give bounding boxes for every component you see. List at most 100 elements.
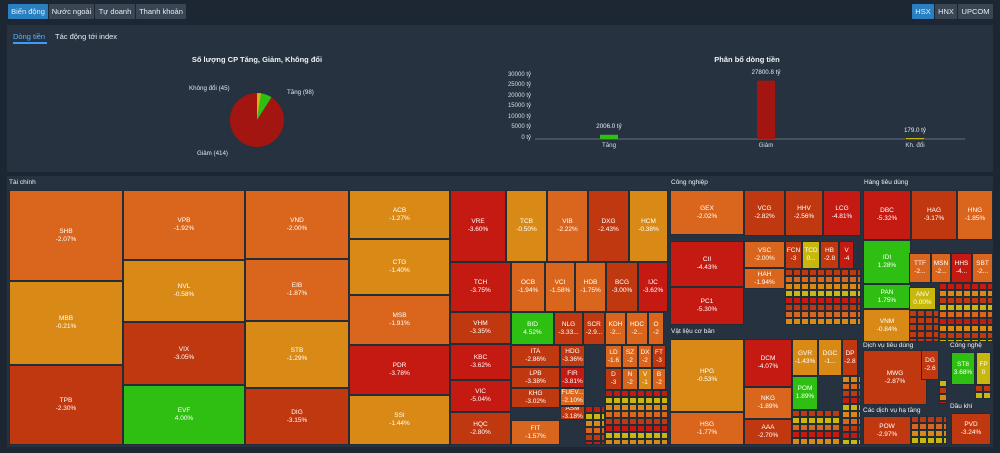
tile-small[interactable] — [832, 438, 840, 445]
tile-small[interactable] — [858, 432, 861, 439]
tile-small[interactable] — [939, 380, 947, 387]
tile-small[interactable] — [943, 416, 947, 423]
tile-small[interactable] — [833, 304, 841, 311]
tile-small[interactable] — [833, 290, 841, 297]
tile-small[interactable] — [919, 416, 927, 423]
tile-small[interactable] — [939, 339, 947, 342]
tile-small[interactable] — [809, 276, 817, 283]
tile-acb[interactable]: ACB -1.27% — [349, 190, 450, 239]
tile-small[interactable] — [808, 438, 816, 445]
tile-small[interactable] — [919, 423, 927, 430]
tile-small[interactable] — [971, 290, 979, 297]
tile-dp[interactable]: DP -2.8 — [842, 339, 858, 376]
tile-small[interactable] — [935, 437, 943, 444]
tile-small[interactable] — [987, 339, 993, 342]
tile-tcd[interactable]: TCD 0... — [802, 241, 820, 269]
tile-small[interactable] — [850, 425, 858, 432]
tile-tpb[interactable]: TPB -2.30% — [9, 365, 123, 445]
tile-small[interactable] — [833, 276, 841, 283]
tile-small[interactable] — [858, 404, 861, 411]
tile-small[interactable] — [858, 376, 861, 383]
tile-small[interactable] — [593, 441, 601, 445]
tile-msb[interactable]: MSB -1.91% — [349, 295, 450, 345]
tile-small[interactable] — [955, 339, 963, 342]
tile-small[interactable] — [661, 432, 668, 439]
tile-small[interactable] — [987, 318, 993, 325]
tile-small[interactable] — [801, 304, 809, 311]
tile-small[interactable] — [850, 439, 858, 445]
tile-small[interactable] — [971, 339, 979, 342]
tile-vcg[interactable]: VCG -2.82% — [744, 190, 785, 236]
tile-small[interactable] — [785, 290, 793, 297]
tile-tcb[interactable]: TCB -0.50% — [506, 190, 547, 262]
tile-small[interactable] — [840, 431, 842, 438]
tile-small[interactable] — [785, 297, 793, 304]
tile-small[interactable] — [645, 404, 653, 411]
tile-small[interactable] — [857, 269, 861, 276]
tile-small[interactable] — [816, 438, 824, 445]
tile-small[interactable] — [850, 411, 858, 418]
tile-small[interactable] — [933, 317, 939, 324]
tile-pvd[interactable]: PVD -3.24% — [951, 413, 991, 445]
tile-small[interactable] — [842, 439, 850, 445]
tile-small[interactable] — [850, 432, 858, 439]
tile-fp[interactable]: FP 0 — [976, 352, 991, 385]
tile-small[interactable] — [809, 311, 817, 318]
tile-small[interactable] — [809, 318, 817, 325]
tile-small[interactable] — [792, 417, 800, 424]
tile-small[interactable] — [621, 432, 629, 439]
tile-small[interactable] — [645, 397, 653, 404]
tile-eib[interactable]: EIB -1.87% — [245, 259, 349, 321]
tile-small[interactable] — [933, 324, 939, 331]
tile-small[interactable] — [947, 318, 955, 325]
tile-small[interactable] — [825, 283, 833, 290]
tile-small[interactable] — [801, 276, 809, 283]
tile-d[interactable]: D -3 — [605, 368, 622, 390]
tile-small[interactable] — [585, 434, 593, 441]
tile-small[interactable] — [816, 431, 824, 438]
tile-small[interactable] — [971, 311, 979, 318]
tile-hqc[interactable]: HQC -2.80% — [450, 412, 511, 445]
tile-small[interactable] — [832, 417, 840, 424]
tile-small[interactable] — [979, 325, 987, 332]
tile-sz[interactable]: SZ -2 — [622, 345, 638, 368]
tile-small[interactable] — [971, 325, 979, 332]
tile-small[interactable] — [833, 297, 841, 304]
tile-small[interactable] — [858, 439, 861, 445]
tile-small[interactable] — [850, 390, 858, 397]
tile-small[interactable] — [785, 311, 793, 318]
tile-cii[interactable]: CII -4.43% — [670, 241, 744, 287]
tile-tch[interactable]: TCH -3.75% — [450, 262, 511, 312]
tile-small[interactable] — [808, 431, 816, 438]
tile-small[interactable] — [955, 290, 963, 297]
tile-small[interactable] — [825, 276, 833, 283]
tile-small[interactable] — [840, 410, 842, 417]
tile-vix[interactable]: VIX -3.05% — [123, 322, 245, 385]
tile-small[interactable] — [645, 411, 653, 418]
tile-small[interactable] — [645, 432, 653, 439]
subtab-tac-dong[interactable]: Tác động tới index — [55, 32, 118, 41]
tile-small[interactable] — [939, 304, 947, 311]
tile-small[interactable] — [605, 418, 613, 425]
tile-small[interactable] — [809, 290, 817, 297]
tile-small[interactable] — [939, 332, 947, 339]
tile-vpb[interactable]: VPB -1.92% — [123, 190, 245, 260]
tile-small[interactable] — [585, 420, 593, 427]
tile-small[interactable] — [653, 439, 661, 445]
tile-anv[interactable]: ANV 0.00% — [909, 287, 936, 310]
tile-mbb[interactable]: MBB -0.21% — [9, 281, 123, 365]
tile-small[interactable] — [661, 404, 668, 411]
tile-small[interactable] — [824, 431, 832, 438]
tile-small[interactable] — [849, 269, 857, 276]
tile-small[interactable] — [849, 290, 857, 297]
tile-dcm[interactable]: DCM -4.07% — [744, 339, 792, 387]
tile-small[interactable] — [825, 311, 833, 318]
tile-small[interactable] — [947, 339, 955, 342]
tile-small[interactable] — [935, 430, 943, 437]
tile-nkg[interactable]: NKG -1.89% — [744, 387, 792, 419]
tile-small[interactable] — [943, 430, 947, 437]
tile-small[interactable] — [629, 411, 637, 418]
tile-bcg[interactable]: BCG -3.00% — [606, 262, 638, 312]
tile-small[interactable] — [963, 304, 971, 311]
tile-ft[interactable]: FT -3 — [652, 345, 666, 368]
